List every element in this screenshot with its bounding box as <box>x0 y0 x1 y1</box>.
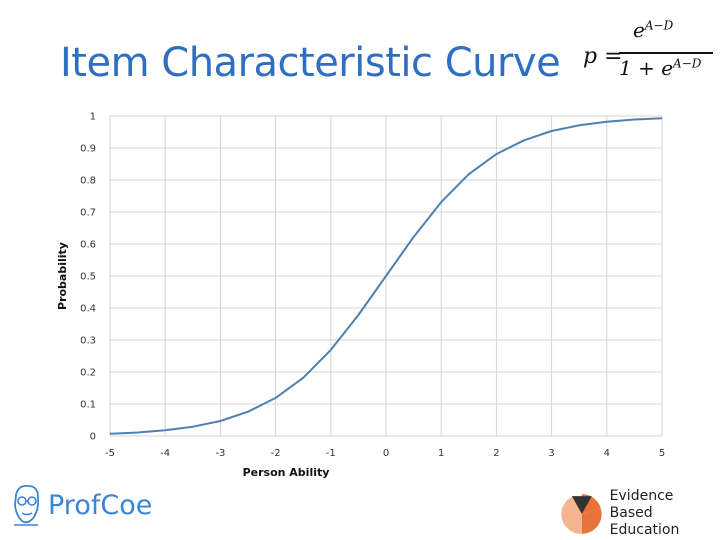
y-tick-label: 0.4 <box>80 304 96 315</box>
x-tick-label: 5 <box>659 448 665 459</box>
y-tick-label: 0.5 <box>80 272 96 283</box>
series-line-icc <box>109 117 663 435</box>
formula-denominator-exponent: A−D <box>673 56 702 71</box>
y-tick-label: 1 <box>90 112 96 123</box>
x-tick-label: -5 <box>105 448 115 459</box>
x-tick-label: 1 <box>438 448 444 459</box>
logistic-formula: p = eA−D 1 + eA−D <box>583 18 713 88</box>
formula-numerator-exponent: A−D <box>644 18 674 33</box>
y-tick-label: 0.2 <box>80 368 96 379</box>
x-tick-label: -3 <box>215 448 225 459</box>
x-tick-label: -2 <box>271 448 281 459</box>
x-tick-label: 3 <box>548 448 554 459</box>
y-tick-label: 0.9 <box>80 144 96 155</box>
x-tick-label: 2 <box>493 448 499 459</box>
ebe-pie-icon <box>561 493 602 534</box>
x-tick-label: -4 <box>160 448 170 459</box>
ebe-logo: Evidence Based Education <box>560 488 720 539</box>
slide-title: Item Characteristic Curve <box>60 40 561 86</box>
y-tick-label: 0.1 <box>80 400 96 411</box>
x-tick-label: 0 <box>383 448 389 459</box>
face-sketch-icon <box>14 485 40 526</box>
ebe-brand-text: Evidence Based Education <box>610 488 720 539</box>
y-axis-title: Probability <box>56 242 69 310</box>
formula-fraction-bar <box>619 52 713 54</box>
ebe-brand-line1: Evidence Based <box>609 488 674 521</box>
y-tick-label: 0 <box>90 432 96 443</box>
x-axis-title: Person Ability <box>243 466 330 479</box>
y-tick-label: 0.8 <box>80 176 96 187</box>
profcoe-logo: ProfCoe <box>8 480 152 530</box>
y-tick-label: 0.7 <box>80 208 96 219</box>
formula-numerator-base: e <box>633 18 645 42</box>
formula-denominator: 1 + eA−D <box>619 56 701 80</box>
x-tick-label: 4 <box>604 448 610 459</box>
formula-lhs: p = <box>583 44 623 69</box>
icc-chart: -5 -4 -3 -2 -1 0 1 2 3 4 5 0 0.1 0.2 0.3 0.4 0.5 0.6 0.7 0.… <box>56 112 665 480</box>
formula-numerator: eA−D <box>633 18 673 42</box>
formula-denominator-prefix: 1 + e <box>619 56 674 80</box>
ebe-brand-line2: Education <box>609 522 680 538</box>
y-tick-label: 0.3 <box>80 336 96 347</box>
y-tick-label: 0.6 <box>80 240 96 251</box>
x-tick-label: -1 <box>326 448 336 459</box>
profcoe-brand-text: ProfCoe <box>48 489 153 521</box>
